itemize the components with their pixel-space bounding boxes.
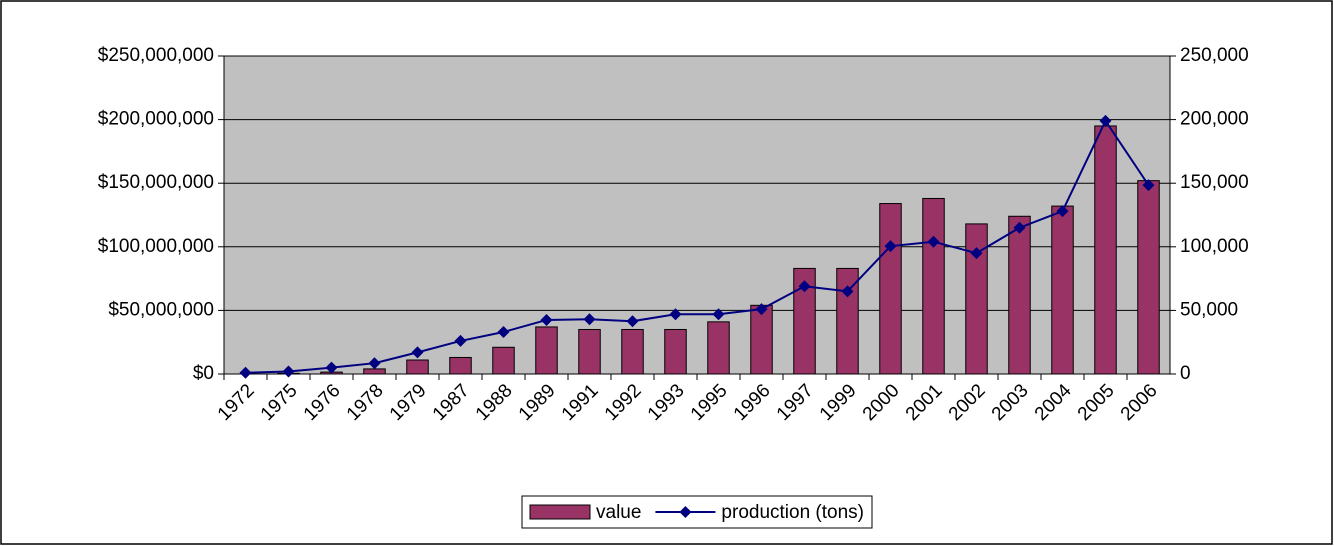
y2-tick-label: 150,000 [1180, 172, 1249, 193]
marker [282, 365, 295, 378]
legend-marker [679, 506, 692, 518]
bar [1094, 125, 1117, 375]
legend-label: production (tons) [721, 502, 864, 523]
y-tick-label: $0 [193, 363, 214, 384]
y2-tick-label: 200,000 [1180, 109, 1249, 130]
bar [363, 368, 386, 375]
y2-tick-label: 0 [1180, 363, 1191, 384]
bar [578, 328, 601, 375]
marker [497, 326, 510, 339]
marker [454, 334, 467, 347]
marker [712, 308, 725, 321]
bar [492, 346, 515, 375]
bar [750, 304, 773, 375]
bar [664, 328, 687, 375]
marker [841, 285, 854, 298]
marker [626, 315, 639, 328]
marker [1056, 205, 1069, 218]
marker [927, 235, 940, 248]
y-tick-label: $150,000,000 [98, 172, 214, 193]
y-tick-label: $200,000,000 [98, 109, 214, 130]
marker [583, 313, 596, 326]
marker [325, 361, 338, 374]
bar [621, 328, 644, 375]
bar [922, 197, 945, 375]
marker [1142, 179, 1155, 192]
marker [755, 303, 768, 316]
marker [540, 313, 553, 326]
marker [1099, 114, 1112, 127]
bar [707, 321, 730, 375]
y2-tick-label: 100,000 [1180, 236, 1249, 257]
marker [1013, 221, 1026, 234]
legend-label: value [596, 502, 641, 523]
bar [1051, 205, 1074, 375]
y-tick-label: $50,000,000 [108, 299, 214, 320]
bar [406, 359, 429, 375]
legend: value production (tons) [521, 495, 873, 529]
bar [879, 203, 902, 375]
marker [239, 366, 252, 379]
bar [965, 223, 988, 375]
bar [449, 356, 472, 375]
line [245, 118, 1150, 374]
bar [1008, 215, 1031, 375]
y-tick-label: $250,000,000 [98, 45, 214, 66]
marker [669, 308, 682, 321]
marker [798, 280, 811, 293]
marker [368, 357, 381, 370]
marker [411, 346, 424, 359]
marker [970, 247, 983, 260]
marker [884, 240, 897, 253]
bar [1137, 180, 1160, 375]
legend-swatch [529, 504, 591, 520]
bar [793, 267, 816, 375]
bar [836, 267, 859, 375]
y2-tick-label: 250,000 [1180, 45, 1249, 66]
bar [535, 326, 558, 375]
y2-tick-label: 50,000 [1180, 299, 1238, 320]
y-tick-label: $100,000,000 [98, 236, 214, 257]
